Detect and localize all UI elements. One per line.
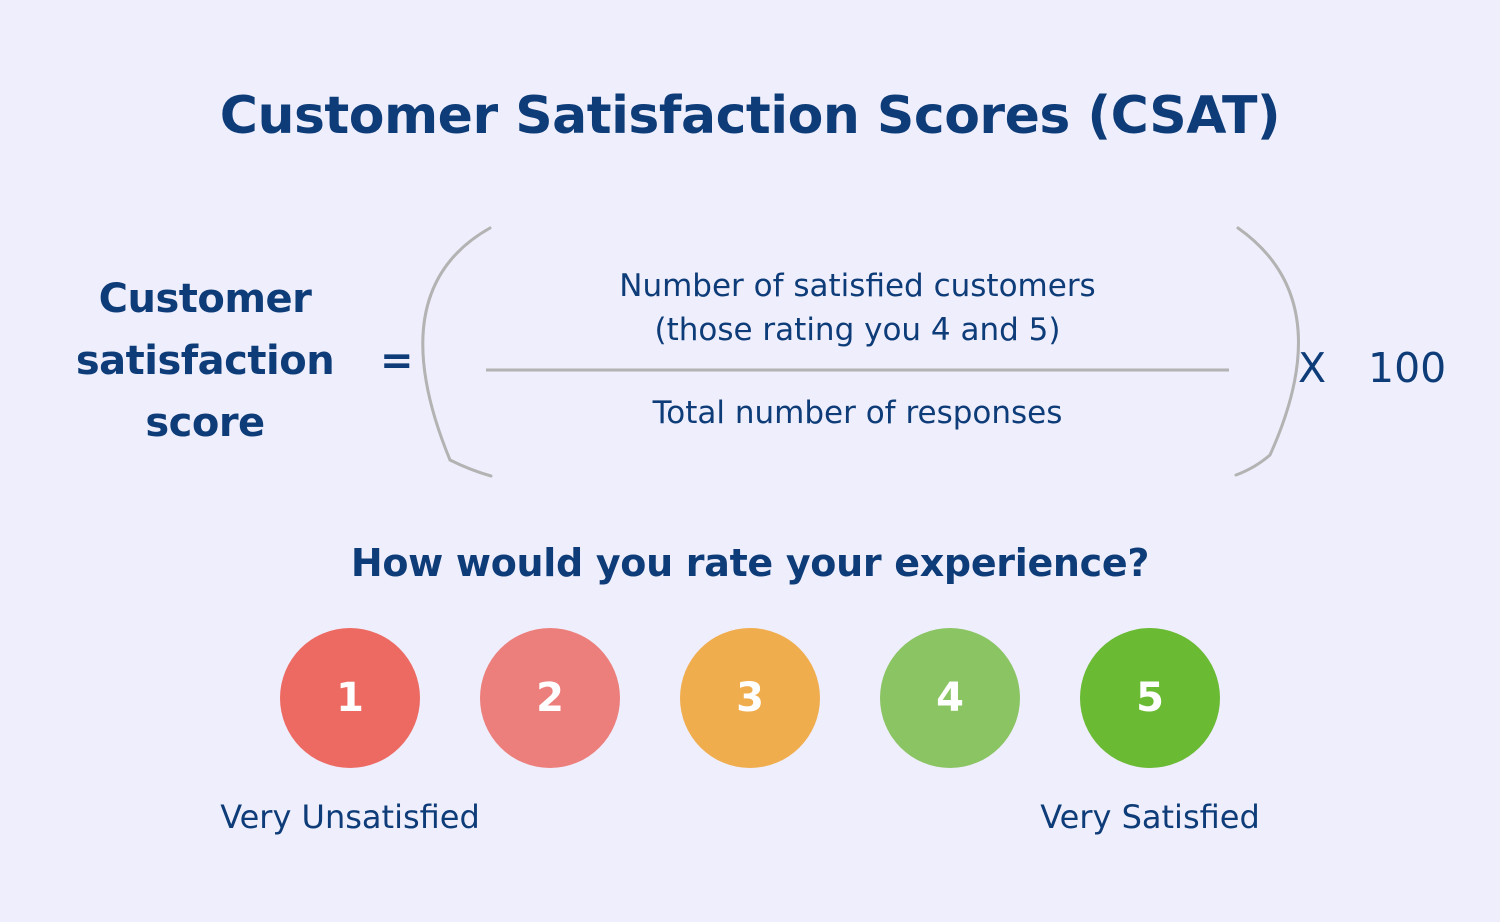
rating-option-1[interactable]: 1	[280, 628, 420, 768]
numerator-line: (those rating you 4 and 5)	[654, 312, 1061, 348]
rating-option-label: 5	[1136, 675, 1164, 721]
rating-option-5[interactable]: 5	[1080, 628, 1220, 768]
left-parenthesis	[421, 226, 493, 478]
multiply-symbol: X	[1298, 344, 1327, 392]
scale-high-label: Very Satisfied	[1040, 798, 1260, 836]
rating-option-label: 2	[536, 675, 564, 721]
equals-sign: =	[380, 338, 414, 384]
right-parenthesis	[1234, 226, 1300, 477]
fraction-denominator: Total number of responses	[652, 395, 1063, 431]
multiplier-value: 100	[1368, 344, 1447, 392]
rating-option-label: 3	[736, 675, 764, 721]
formula-lhs-line: score	[145, 400, 265, 446]
rating-option-4[interactable]: 4	[880, 628, 1020, 768]
rating-option-2[interactable]: 2	[480, 628, 620, 768]
page-title: Customer Satisfaction Scores (CSAT)	[219, 86, 1281, 146]
formula-lhs: Customer satisfaction score	[40, 268, 370, 454]
fraction-numerator: Number of satisfied customers (those rat…	[486, 264, 1229, 352]
rating-option-label: 1	[336, 675, 364, 721]
rating-option-label: 4	[936, 675, 964, 721]
formula-lhs-line: satisfaction	[75, 338, 335, 384]
rating-option-3[interactable]: 3	[680, 628, 820, 768]
formula-lhs-line: Customer	[98, 276, 312, 322]
numerator-line: Number of satisfied customers	[619, 268, 1096, 304]
rating-question: How would you rate your experience?	[350, 541, 1150, 585]
scale-low-label: Very Unsatisfied	[220, 798, 480, 836]
